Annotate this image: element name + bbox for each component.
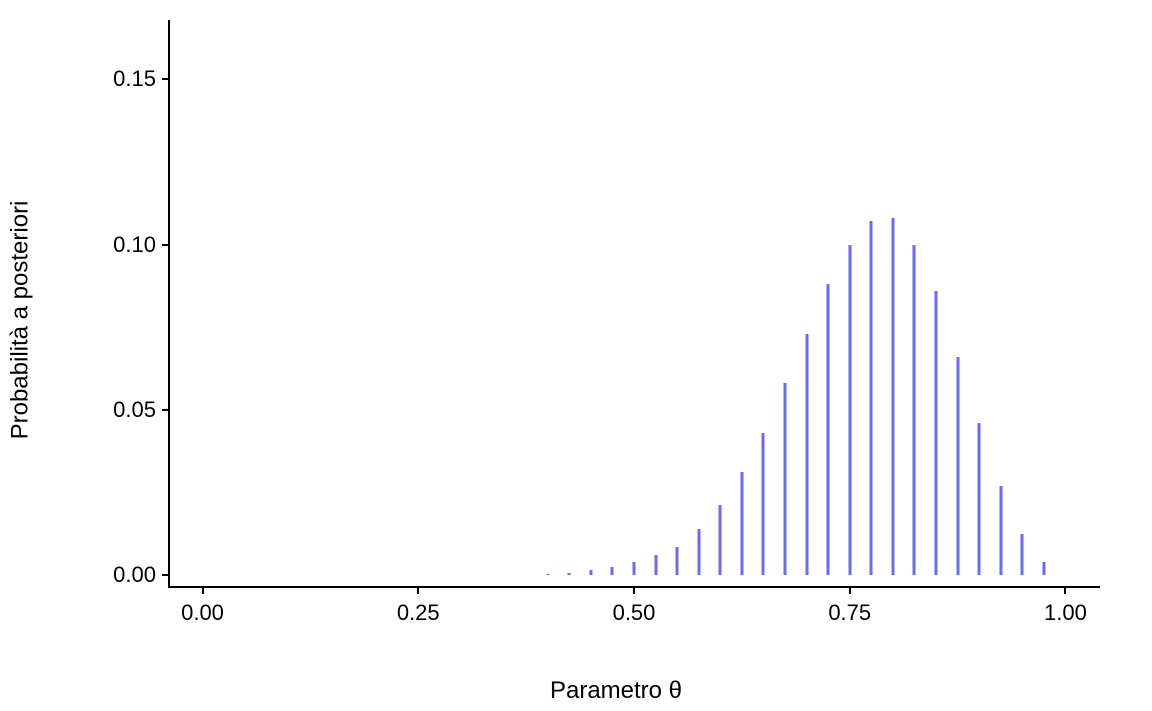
y-tick [162, 574, 168, 576]
x-tick [202, 588, 204, 594]
bar [546, 574, 549, 575]
bar [1042, 562, 1045, 575]
bar [848, 245, 851, 575]
y-tick-label: 0.05 [113, 397, 156, 423]
x-tick [849, 588, 851, 594]
bar [762, 433, 765, 575]
x-tick [633, 588, 635, 594]
bar [978, 423, 981, 575]
y-tick [162, 244, 168, 246]
y-tick [162, 409, 168, 411]
y-tick-label: 0.00 [113, 562, 156, 588]
bar [697, 529, 700, 575]
x-tick-label: 0.50 [613, 600, 656, 626]
bar [827, 284, 830, 575]
y-tick [162, 78, 168, 80]
plot-inner: 0.000.050.100.150.000.250.500.751.00 [168, 20, 1100, 588]
bar [935, 291, 938, 575]
y-axis-title-wrap: Probabilità a posteriori [0, 0, 40, 640]
x-tick-label: 0.75 [828, 600, 871, 626]
x-tick [1064, 588, 1066, 594]
bar [589, 570, 592, 575]
y-axis-line [168, 20, 170, 588]
bar [568, 573, 571, 575]
bar [999, 486, 1002, 575]
x-tick-label: 0.00 [181, 600, 224, 626]
x-tick-label: 0.25 [397, 600, 440, 626]
bar [805, 334, 808, 575]
bar [676, 547, 679, 575]
posterior-chart: Probabilità a posteriori 0.000.050.100.1… [0, 0, 1152, 711]
plot-area: 0.000.050.100.150.000.250.500.751.00 [120, 20, 1120, 600]
y-axis-title: Probabilità a posteriori [6, 201, 34, 440]
bar [611, 567, 614, 575]
bar [870, 221, 873, 574]
bar [913, 245, 916, 575]
y-tick-label: 0.15 [113, 66, 156, 92]
bar [784, 383, 787, 575]
x-tick [417, 588, 419, 594]
x-tick-label: 1.00 [1044, 600, 1087, 626]
bar [956, 357, 959, 575]
bar [654, 555, 657, 575]
x-axis-title: Parametro θ [120, 677, 1112, 705]
bar [891, 218, 894, 575]
y-tick-label: 0.10 [113, 232, 156, 258]
bar [740, 472, 743, 574]
bar [633, 562, 636, 575]
bar [719, 505, 722, 574]
bar [1021, 534, 1024, 575]
